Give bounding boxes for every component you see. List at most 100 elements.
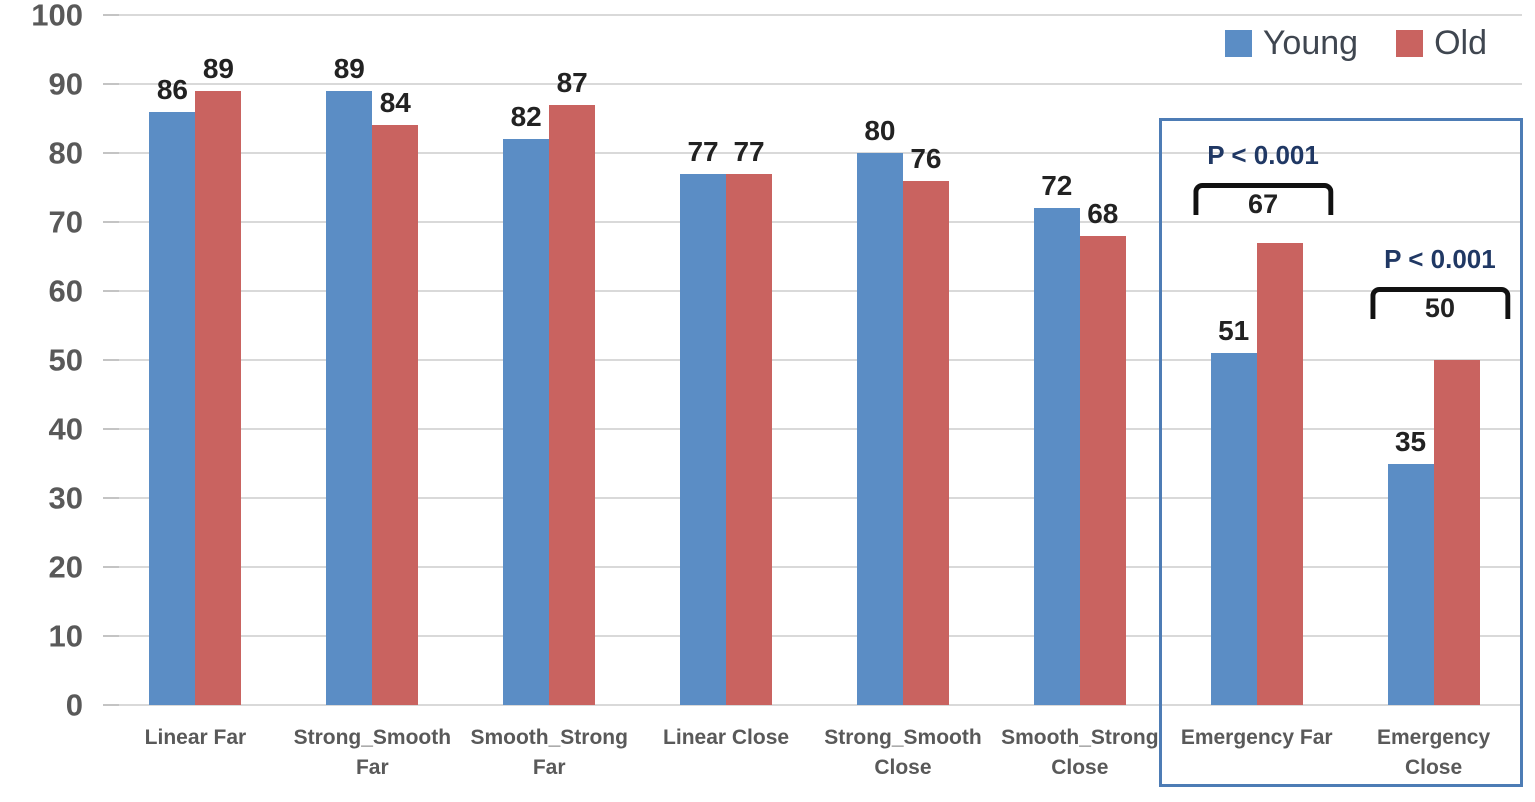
- x-axis-label-line: Far: [355, 756, 389, 780]
- x-axis-label-line: Linear Far: [144, 726, 247, 749]
- y-tick-label-90: 90: [48, 66, 83, 102]
- bar-old-6: [1256, 242, 1303, 705]
- bar-label-old-4: 76: [910, 142, 942, 174]
- gridline-50: [107, 359, 1522, 361]
- bar-group-1: 89 84: [326, 15, 419, 705]
- x-axis-label-line: Close: [1051, 756, 1109, 780]
- y-tick-mark-40: [103, 428, 119, 430]
- x-axis-label-line: Linear Close: [663, 726, 790, 749]
- gridline-0: [107, 704, 1522, 706]
- gridline-10: [107, 635, 1522, 637]
- y-tick-label-20: 20: [48, 549, 83, 585]
- y-tick-label-40: 40: [48, 411, 83, 447]
- bar-group-2: 82 87: [503, 15, 596, 705]
- bar-label-old-0: 89: [202, 52, 235, 84]
- y-tick-mark-100: [103, 14, 119, 16]
- x-axis-label-line: Strong_Smooth: [293, 726, 452, 749]
- bar-groups: 86 89 89 84 82 87 77 77 80 76 72 68 51 P < 0.001 67 35 P…: [107, 15, 1522, 705]
- x-axis-label-4: Strong_Smooth Close: [815, 723, 991, 784]
- y-tick-label-30: 30: [48, 480, 83, 516]
- gridline-100: [107, 14, 1522, 16]
- bar-old-7: [1433, 360, 1480, 705]
- bar-group-5: 72 68: [1033, 15, 1126, 705]
- bar-label-old-2: 87: [556, 66, 588, 98]
- bar-label-young-5: 72: [1041, 170, 1073, 202]
- legend-swatch-young: [1224, 29, 1252, 57]
- bar-label-old-1: 84: [379, 87, 411, 119]
- y-tick-label-0: 0: [65, 687, 83, 723]
- bracket-value-label-6: 67: [1248, 189, 1279, 220]
- bar-label-young-4: 80: [864, 115, 896, 146]
- x-axis-label-line: Emergency: [1376, 726, 1491, 749]
- bar-group-0: 86 89: [149, 15, 242, 705]
- bar-label-old-5: 68: [1087, 197, 1119, 229]
- gridline-60: [107, 290, 1522, 292]
- x-axis-label-2: Smooth_Strong Far: [461, 723, 637, 784]
- y-tick-mark-90: [103, 83, 119, 85]
- x-axis-label-line: Smooth_Strong: [470, 726, 628, 749]
- x-axis-label-3: Linear Close: [638, 723, 814, 784]
- significance-annotation-7: P < 0.001 50: [1360, 243, 1520, 323]
- x-axis-label-line: Far: [532, 756, 566, 780]
- y-tick-label-50: 50: [48, 342, 83, 378]
- y-tick-label-60: 60: [48, 273, 83, 309]
- y-tick-mark-60: [103, 290, 119, 292]
- y-tick-label-100: 100: [31, 0, 83, 33]
- x-axis-label-0: Linear Far: [107, 723, 283, 784]
- bar-old-1: [372, 125, 419, 705]
- plot-area: 0 10 20 30 40 50 60 70 80 90 100 86 89 89 84 82 87 77 77 8…: [31, 0, 1522, 721]
- bracket-value-label-7: 50: [1424, 292, 1455, 323]
- y-tick-mark-70: [103, 221, 119, 223]
- p-value-label-7: P < 0.001: [1384, 243, 1496, 274]
- bar-young-2: [503, 139, 550, 705]
- bar-young-4: [856, 153, 903, 705]
- significance-bracket-7: 50: [1369, 286, 1510, 323]
- bar-label-young-6: 51: [1218, 315, 1250, 347]
- x-axis-label-1: Strong_Smooth Far: [284, 723, 460, 784]
- bar-old-0: [195, 90, 242, 705]
- bar-label-young-1: 89: [333, 52, 365, 84]
- y-tick-label-10: 10: [48, 618, 83, 654]
- y-tick-mark-20: [103, 566, 119, 568]
- bar-young-0: [149, 111, 196, 705]
- bar-label-young-3: 77: [687, 135, 719, 167]
- gridline-40: [107, 428, 1522, 430]
- bar-young-5: [1033, 208, 1080, 705]
- gridline-90: [107, 83, 1522, 85]
- gridline-70: [107, 221, 1522, 223]
- legend: Young Old: [1224, 24, 1487, 62]
- y-tick-mark-10: [103, 635, 119, 637]
- bar-group-6: 51 P < 0.001 67: [1193, 15, 1334, 705]
- legend-label-old: Old: [1434, 24, 1487, 62]
- bar-young-3: [680, 173, 727, 705]
- gridline-30: [107, 497, 1522, 499]
- bar-group-7: 35 P < 0.001 50: [1369, 15, 1510, 705]
- y-tick-mark-50: [103, 359, 119, 361]
- y-tick-mark-30: [103, 497, 119, 499]
- significance-annotation-6: P < 0.001 67: [1183, 140, 1343, 220]
- x-axis-label-line: Smooth_Strong: [1001, 726, 1159, 749]
- bar-young-7: [1387, 463, 1434, 705]
- x-axis-label-5: Smooth_Strong Close: [992, 723, 1168, 784]
- significance-bracket-6: 67: [1193, 183, 1334, 220]
- bar-old-4: [902, 180, 949, 705]
- y-tick-mark-80: [103, 152, 119, 154]
- x-axis-labels: Linear Far Strong_Smooth Far Smooth_Strong F…: [107, 723, 1522, 784]
- bar-label-old-3: 77: [733, 135, 765, 167]
- bar-label-young-0: 86: [156, 73, 189, 105]
- bar-young-6: [1210, 353, 1257, 705]
- y-tick-label-70: 70: [48, 204, 83, 240]
- bar-old-2: [549, 104, 596, 705]
- gridline-20: [107, 566, 1522, 568]
- legend-label-young: Young: [1262, 24, 1359, 62]
- x-axis-label-7: Emergency Close: [1346, 723, 1522, 784]
- legend-swatch-old: [1396, 29, 1424, 57]
- bar-group-4: 80 76: [856, 15, 949, 705]
- y-tick-mark-0: [103, 704, 119, 706]
- bar-old-3: [726, 173, 773, 705]
- bar-label-young-2: 82: [510, 101, 542, 133]
- legend-item-old: Old: [1396, 26, 1487, 60]
- x-axis-label-6: Emergency Far: [1169, 723, 1345, 784]
- x-axis-label-line: Emergency Far: [1180, 726, 1333, 749]
